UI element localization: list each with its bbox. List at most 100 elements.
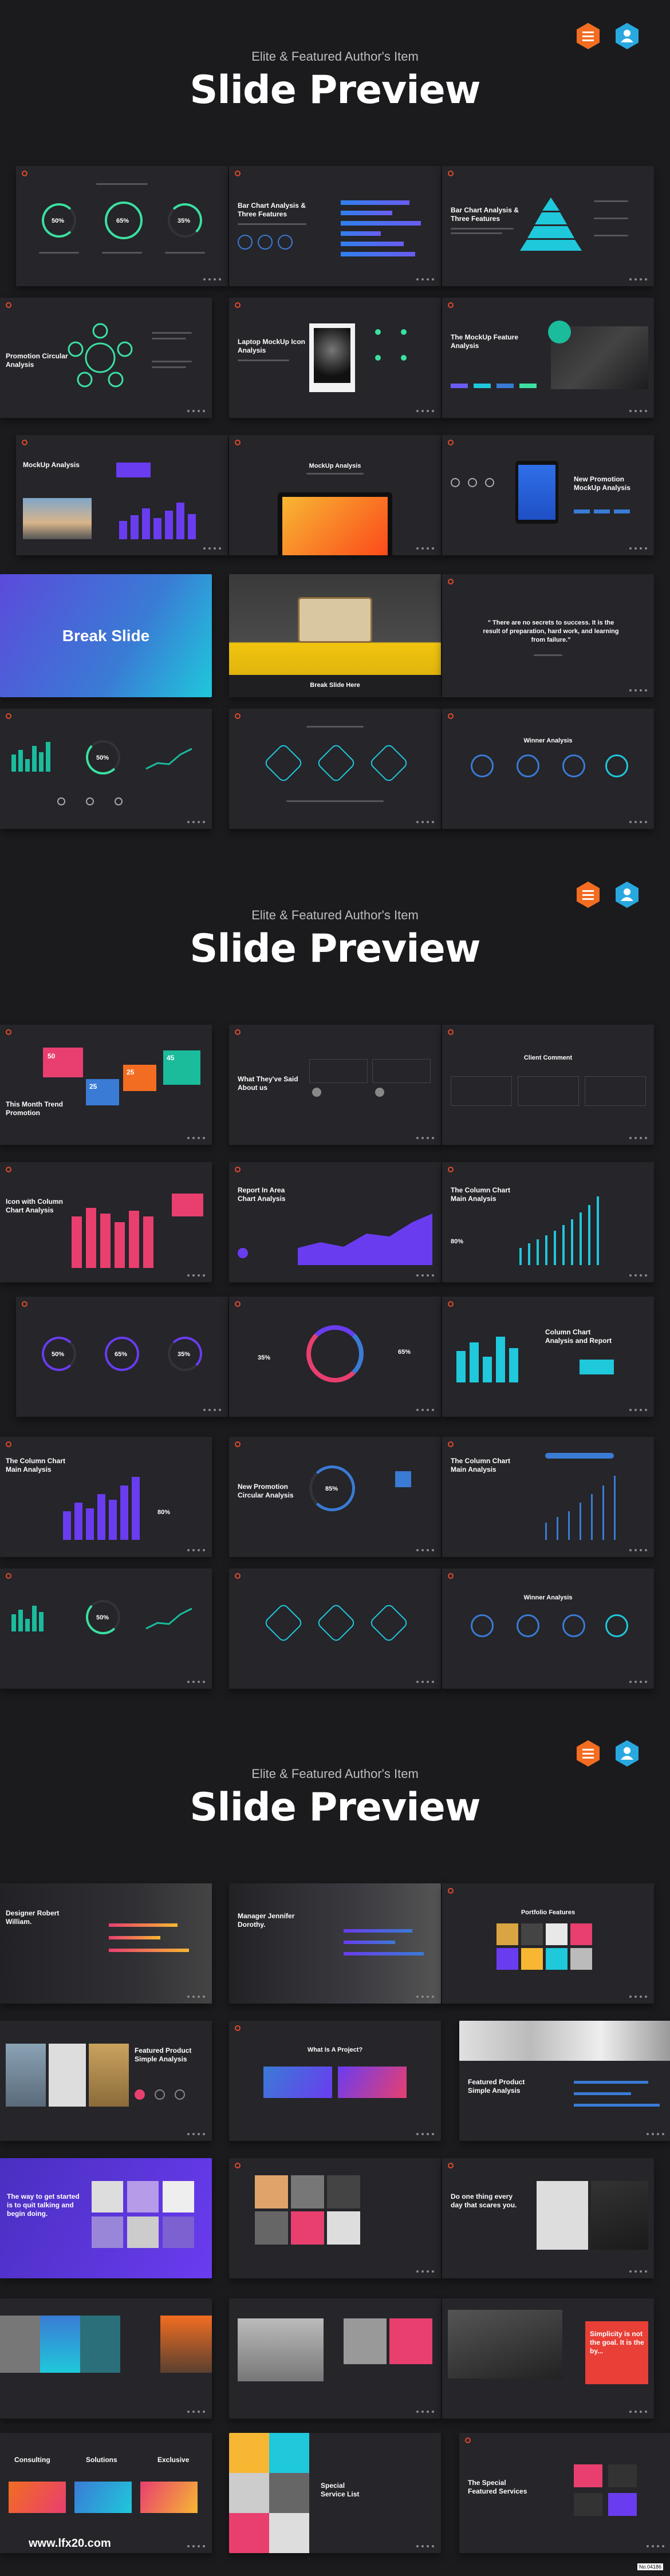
slide-title: Bar Chart Analysis & Three Features: [451, 206, 519, 223]
slide-break[interactable]: Break Slide: [0, 574, 212, 697]
slide-dots: [416, 2545, 434, 2547]
card-value: 50: [48, 1052, 56, 1060]
slide-quote-purple[interactable]: The way to get started is to quit talkin…: [0, 2158, 212, 2278]
slide-three-rings[interactable]: 50% 65% 35%: [16, 1297, 228, 1417]
slide-dots: [416, 2133, 434, 2135]
slide-caption: Break Slide Here: [310, 682, 360, 689]
slide-dots: [416, 1409, 434, 1411]
slide-pyramid-chart[interactable]: Bar Chart Analysis & Three Features: [442, 166, 654, 286]
slide-gradient-photos[interactable]: [0, 2298, 212, 2419]
slide-dots: [416, 1996, 434, 1998]
slide-designer-profile[interactable]: Designer Robert William.: [0, 1883, 212, 2004]
brand-logo-icon: [448, 302, 454, 308]
brand-logo-icon: [6, 1441, 11, 1447]
percent-value: 65%: [398, 1349, 411, 1356]
brand-logo-icon: [22, 440, 27, 445]
percent-value: 35%: [258, 1354, 271, 1361]
card-value: 25: [89, 1082, 97, 1091]
slide-people-photos[interactable]: [229, 2298, 441, 2419]
slide-client-comment[interactable]: Client Comment: [442, 1025, 654, 1145]
slide-mixed-charts-2[interactable]: 50%: [0, 1568, 212, 1689]
slide-featured-product-2[interactable]: Featured Product Simple Analysis: [459, 2021, 670, 2141]
slide-featured-product[interactable]: Featured Product Simple Analysis: [0, 2021, 212, 2141]
slide-column-chart-blue[interactable]: The Column Chart Main Analysis: [442, 1437, 654, 1557]
slide-dots: [187, 2133, 205, 2135]
slide-column-chart-main[interactable]: The Column Chart Main Analysis 80%: [442, 1162, 654, 1282]
slide-mixed-charts[interactable]: 50%: [0, 709, 212, 829]
slide-diamond-features-2[interactable]: [229, 1568, 441, 1689]
slide-dots: [187, 1996, 205, 1998]
slide-dots: [647, 2545, 664, 2547]
slide-simplicity[interactable]: Simplicity is not the goal. It is the by…: [442, 2298, 654, 2419]
brand-logo-icon: [6, 1029, 11, 1035]
avatar: [375, 1088, 384, 1097]
quote-text: " There are no secrets to success. It is…: [483, 619, 619, 643]
slide-title: Simplicity is not the goal. It is the by…: [590, 2330, 644, 2355]
slide-bar-chart-features[interactable]: Bar Chart Analysis & Three Features: [229, 166, 441, 286]
slide-dots: [629, 1409, 647, 1411]
slide-winner-analysis[interactable]: Winner Analysis: [442, 709, 654, 829]
slide-dots: [416, 1137, 434, 1139]
slide-daily-quote[interactable]: Do one thing every day that scares you.: [442, 2158, 654, 2278]
slide-photo-grid[interactable]: [229, 2158, 441, 2278]
progress-value: 50%: [96, 754, 109, 761]
progress-ring: [105, 202, 143, 239]
slide-circle-progress[interactable]: 50% 65% 35%: [16, 166, 228, 286]
slide-portfolio-features[interactable]: Portfolio Features: [442, 1883, 654, 2004]
monitor-mockup: [278, 492, 392, 555]
hexagon-menu-icon: [574, 1739, 602, 1768]
slide-special-service[interactable]: Special Service List: [229, 2433, 441, 2553]
slide-promotion-circular[interactable]: Promotion Circular Analysis: [0, 298, 212, 418]
brand-logo-icon: [6, 302, 11, 308]
line-chart: [145, 1607, 192, 1630]
slide-area-chart[interactable]: Report In Area Chart Analysis: [229, 1162, 441, 1282]
slide-column-report[interactable]: Column Chart Analysis and Report: [442, 1297, 654, 1417]
slide-dots: [416, 278, 434, 280]
progress-ring: [42, 1337, 76, 1371]
slide-laptop-mockup[interactable]: Laptop MockUp Icon Analysis: [229, 298, 441, 418]
slide-trend-promotion[interactable]: 50 25 25 45 This Month Trend Promotion: [0, 1025, 212, 1145]
slide-dots: [647, 2133, 664, 2135]
slide-dots: [203, 278, 221, 280]
slide-mockup-analysis-laptop[interactable]: MockUp Analysis: [16, 435, 228, 555]
slide-title: MockUp Analysis: [309, 463, 361, 469]
slide-title: What They've Said About us: [238, 1075, 298, 1092]
slide-what-is-project[interactable]: What Is A Project?: [229, 2021, 441, 2141]
slide-testimonials[interactable]: What They've Said About us: [229, 1025, 441, 1145]
slide-dots: [187, 2545, 205, 2547]
brand-logo-icon: [235, 1441, 241, 1447]
progress-ring: [86, 740, 120, 775]
slide-quote[interactable]: " There are no secrets to success. It is…: [442, 574, 654, 697]
slide-featured-services[interactable]: The Special Featured Services: [459, 2433, 670, 2553]
slide-title: Portfolio Features: [521, 1909, 576, 1916]
slide-title: The Special Featured Services: [468, 2479, 527, 2495]
slide-title: Bar Chart Analysis & Three Features: [238, 202, 306, 218]
slide-new-promotion-mockup[interactable]: New Promotion MockUp Analysis: [442, 435, 654, 555]
slide-manager-profile[interactable]: Manager Jennifer Dorothy.: [229, 1883, 441, 2004]
progress-value: 65%: [115, 1351, 128, 1358]
slide-mockup-analysis-center[interactable]: MockUp Analysis: [229, 435, 441, 555]
slide-dots: [629, 1274, 647, 1277]
slide-column-chart-purple[interactable]: The Column Chart Main Analysis 80%: [0, 1437, 212, 1557]
slide-title: Break Slide: [62, 627, 150, 645]
slide-icon-column-chart[interactable]: Icon with Column Chart Analysis: [0, 1162, 212, 1282]
slide-services[interactable]: Consulting Solutions Exclusive: [0, 2433, 212, 2553]
slide-title: Promotion Circular Analysis: [6, 352, 68, 369]
brand-logo-icon: [235, 2163, 241, 2168]
site-url[interactable]: www.lfx20.com: [29, 2537, 111, 2550]
card-value: 25: [127, 1068, 135, 1076]
slide-circular-promotion[interactable]: New Promotion Circular Analysis 85%: [229, 1437, 441, 1557]
brand-logo-icon: [448, 1573, 454, 1579]
slide-diamond-features[interactable]: [229, 709, 441, 829]
slide-break-radio[interactable]: Break Slide Here: [229, 574, 441, 697]
slide-donut-report[interactable]: 35% 65%: [229, 1297, 441, 1417]
slide-title: Manager Jennifer Dorothy.: [238, 1912, 295, 1929]
slide-title: The Column Chart Main Analysis: [451, 1186, 510, 1203]
slide-title: New Promotion Circular Analysis: [238, 1483, 294, 1499]
slide-dots: [629, 1996, 647, 1998]
chart-bar: [341, 221, 421, 226]
brand-logo-icon: [6, 713, 11, 719]
slide-mockup-feature[interactable]: The MockUp Feature Analysis: [442, 298, 654, 418]
slide-dots: [203, 547, 221, 550]
slide-winner-analysis-2[interactable]: Winner Analysis: [442, 1568, 654, 1689]
